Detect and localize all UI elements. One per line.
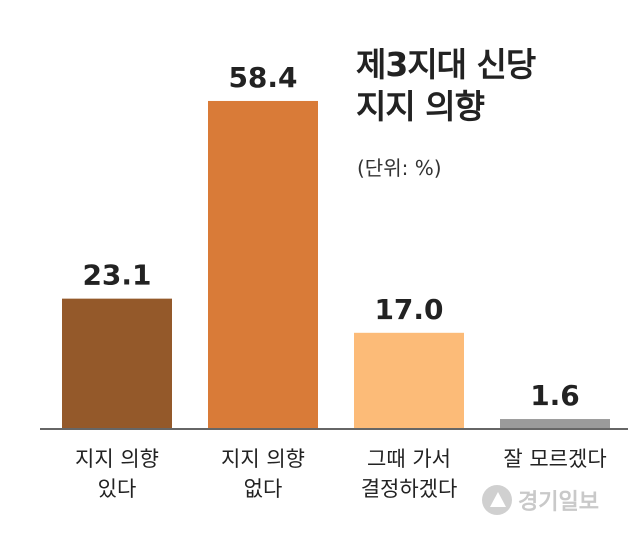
bar-4 <box>500 419 610 428</box>
value-label-4: 1.6 <box>530 379 580 412</box>
category-label-4-line-1: 잘 모르겠다 <box>503 447 606 471</box>
category-label-3-line-2: 결정하겠다 <box>361 477 458 501</box>
chart-title: 제3지대 신당 지지 의향 <box>356 44 536 128</box>
category-label-1-line-2: 있다 <box>98 477 137 501</box>
category-label-2-line-2: 없다 <box>244 477 283 501</box>
value-label-3: 17.0 <box>374 293 443 326</box>
newspaper-logo-icon <box>482 485 512 515</box>
value-label-1: 23.1 <box>82 259 151 292</box>
bar-1 <box>62 298 172 428</box>
value-label-2: 58.4 <box>228 61 297 94</box>
chart-title-line-2: 지지 의향 <box>356 87 485 126</box>
category-label-1-line-1: 지지 의향 <box>75 447 159 471</box>
bar-2 <box>208 100 318 429</box>
category-label-3-line-1: 그때 가서 <box>367 447 451 471</box>
unit-label: (단위: %) <box>357 156 442 180</box>
watermark: 경기일보 <box>482 484 599 516</box>
watermark-text: 경기일보 <box>518 490 599 515</box>
category-label-2-line-1: 지지 의향 <box>221 447 305 471</box>
bar-3 <box>354 332 464 428</box>
chart-title-line-1: 제3지대 신당 <box>356 45 536 84</box>
